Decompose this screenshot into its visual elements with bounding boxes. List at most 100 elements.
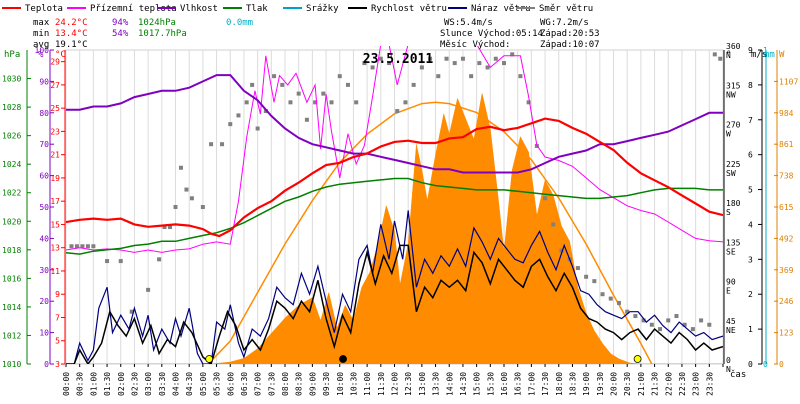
moonset-marker xyxy=(339,355,347,363)
temperature-tick-label: 25 xyxy=(50,104,60,113)
x-tick-label: 06:30 xyxy=(240,372,249,396)
x-tick-label: 19:30 xyxy=(596,372,605,396)
wind-speed-tick-label: 4 xyxy=(748,220,753,229)
wind-direction-point xyxy=(518,74,523,79)
x-tick-label: 11:00 xyxy=(363,372,372,396)
x-tick-label: 06:00 xyxy=(226,372,235,396)
wind-dir-name-label: N xyxy=(726,51,731,60)
wind-direction-point xyxy=(592,279,597,284)
humidity-tick-label: 40 xyxy=(39,234,49,243)
x-tick-label: 01:00 xyxy=(89,372,98,396)
wind-dir-tick-label: 90 xyxy=(726,278,736,287)
pressure-tick-label: 1024 xyxy=(2,160,21,169)
wind-dir-name-label: SW xyxy=(726,169,736,178)
solar-radiation-area xyxy=(66,93,723,364)
wind-direction-point xyxy=(551,222,556,227)
wind-dir-tick-label: 45 xyxy=(726,317,736,326)
temperature-tick-label: 19 xyxy=(50,174,60,183)
wind-direction-point xyxy=(682,322,687,327)
x-tick-label: 23:30 xyxy=(705,372,714,396)
wind-direction-point xyxy=(460,56,465,61)
wind-direction-point xyxy=(80,244,85,249)
x-tick-label: 10:00 xyxy=(336,372,345,396)
stat-min-press: 1017.7hPa xyxy=(138,29,187,39)
wind-speed-tick-label: 2 xyxy=(748,290,753,299)
wind-direction-point xyxy=(304,117,309,122)
wind-direction-point xyxy=(616,300,621,305)
x-tick-label: 23:00 xyxy=(692,372,701,396)
pressure-tick-label: 1016 xyxy=(2,274,21,283)
pressure-tick-label: 1014 xyxy=(2,303,21,312)
humidity-tick-label: 30 xyxy=(39,266,49,275)
x-tick-label: 11:30 xyxy=(377,372,386,396)
x-tick-label: 16:00 xyxy=(500,372,509,396)
x-tick-label: 04:30 xyxy=(185,372,194,396)
wind-direction-point xyxy=(118,259,123,264)
stat-max-label: max xyxy=(33,18,50,28)
x-tick-label: 17:00 xyxy=(527,372,536,396)
wind-dir-name-label: SE xyxy=(726,247,736,256)
wind-direction-point xyxy=(649,322,654,327)
plot-series-group xyxy=(66,46,723,364)
wind-direction-point xyxy=(313,100,318,105)
humidity-line xyxy=(66,74,723,174)
wind-speed-tick-label: 7 xyxy=(748,116,753,125)
wind-dir-tick-label: 360 xyxy=(726,42,741,51)
wind-direction-point xyxy=(189,196,194,201)
humidity-tick-label: 100 xyxy=(35,46,50,55)
wind-direction-point xyxy=(469,74,474,79)
pressure-tick-label: 1012 xyxy=(2,331,21,340)
x-tick-label: 14:00 xyxy=(445,372,454,396)
solar-unit: W xyxy=(779,50,785,60)
rain-tick-label: 1 xyxy=(763,46,768,55)
temperature-tick-label: 17 xyxy=(50,197,60,206)
x-tick-label: 00:30 xyxy=(76,372,85,396)
wind-dir-tick-label: 180 xyxy=(726,199,741,208)
wind-direction-point xyxy=(387,61,392,66)
temperature-tick-label: 5 xyxy=(55,337,60,346)
stat-moonrise: Měsíc Východ: xyxy=(440,40,510,50)
legend-label: Vlhkost xyxy=(180,4,218,14)
wind-direction-point xyxy=(321,91,326,96)
wind-direction-point xyxy=(220,142,225,147)
pressure-tick-label: 1030 xyxy=(2,75,21,84)
rain-tick-label: 0 xyxy=(763,360,768,369)
wind-direction-point xyxy=(74,244,79,249)
x-tick-label: 12:30 xyxy=(404,372,413,396)
x-tick-label: 12:00 xyxy=(391,372,400,396)
rain-unit: mm xyxy=(764,50,775,60)
x-tick-label: 21:00 xyxy=(637,372,646,396)
wind-speed-tick-label: 9 xyxy=(748,46,753,55)
pressure-tick-label: 1022 xyxy=(2,189,21,198)
temperature-tick-label: 15 xyxy=(50,220,60,229)
stat-sunrise: Slunce Východ:05:14 xyxy=(440,29,543,39)
sunset-marker xyxy=(633,355,642,363)
temperature-tick-label: 23 xyxy=(50,127,60,136)
solar-tick-label: 123 xyxy=(779,329,794,338)
legend-label: Náraz větru xyxy=(471,4,531,14)
wind-direction-point xyxy=(403,100,408,105)
wind-dir-tick-label: 135 xyxy=(726,238,741,247)
humidity-tick-label: 50 xyxy=(39,203,49,212)
humidity-unit: % xyxy=(38,50,44,60)
wind-dir-name-label: W xyxy=(726,130,731,139)
x-tick-label: 07:30 xyxy=(267,372,276,396)
humidity-tick-label: 80 xyxy=(39,109,49,118)
wind-direction-point xyxy=(411,82,416,87)
wind-direction-point xyxy=(244,100,249,105)
wind-direction-point xyxy=(641,318,646,323)
x-tick-label: 08:30 xyxy=(295,372,304,396)
wind-speed-line xyxy=(66,244,723,364)
stat-max-hum: 94% xyxy=(112,18,129,28)
legend-label: Tlak xyxy=(246,4,268,14)
temperature-unit: °C xyxy=(55,50,66,60)
pressure-tick-label: 1028 xyxy=(2,103,21,112)
humidity-tick-label: 20 xyxy=(39,297,49,306)
solar-tick-label: 615 xyxy=(779,203,794,212)
wind-direction-point xyxy=(718,56,723,61)
stats-panel: max 24.2°C 94% 1024hPa 0.0mm min 13.4°C … xyxy=(33,18,600,50)
x-tick-label: 15:00 xyxy=(473,372,482,396)
wind-direction-point xyxy=(91,244,96,249)
